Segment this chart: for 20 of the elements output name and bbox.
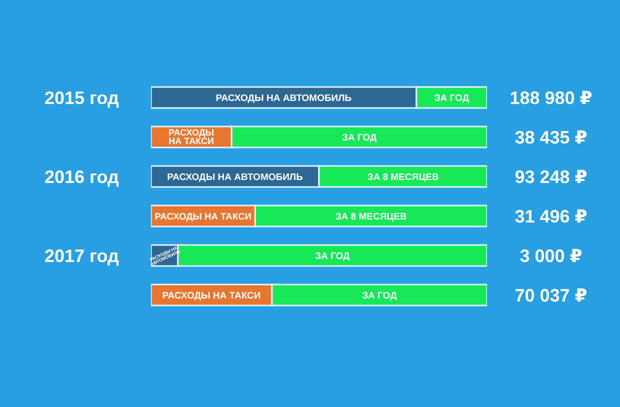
text: 38 435 ₽	[514, 128, 588, 148]
text: ЗА ГОД	[342, 132, 377, 144]
text: ЗА ГОД	[362, 290, 397, 302]
series-label: ЗА ГОД	[434, 92, 470, 104]
text: РАСХОДЫ НА АВТОМОБИЛЬ	[216, 92, 352, 104]
text: 188 980 ₽	[510, 88, 592, 108]
text: 3 000 ₽	[520, 246, 582, 266]
series-label: ЗА 8 МЕСЯЦЕВ	[367, 172, 439, 183]
text: 70 037 ₽	[514, 286, 588, 306]
y-tick-label: 2016 год	[44, 167, 120, 188]
series-label: РАСХОДЫ НА ТАКСИ	[168, 128, 214, 146]
text: РАСХОДЫ НА ТАКСИ	[162, 290, 261, 302]
text: РАСХОДЫ НА ТАКСИ	[154, 211, 252, 222]
text: 31 496 ₽	[514, 206, 588, 227]
text: РАСХОДЫ НА АВТОМОБИЛЬ	[167, 172, 303, 183]
text: 93 248 ₽	[514, 167, 588, 188]
text: ЗА 8 МЕСЯЦЕВ	[335, 211, 407, 222]
text: ЗА ГОД	[315, 250, 350, 262]
y-tick-label: 2015 год	[44, 88, 120, 108]
y-tick-label: 2017 год	[44, 246, 120, 266]
